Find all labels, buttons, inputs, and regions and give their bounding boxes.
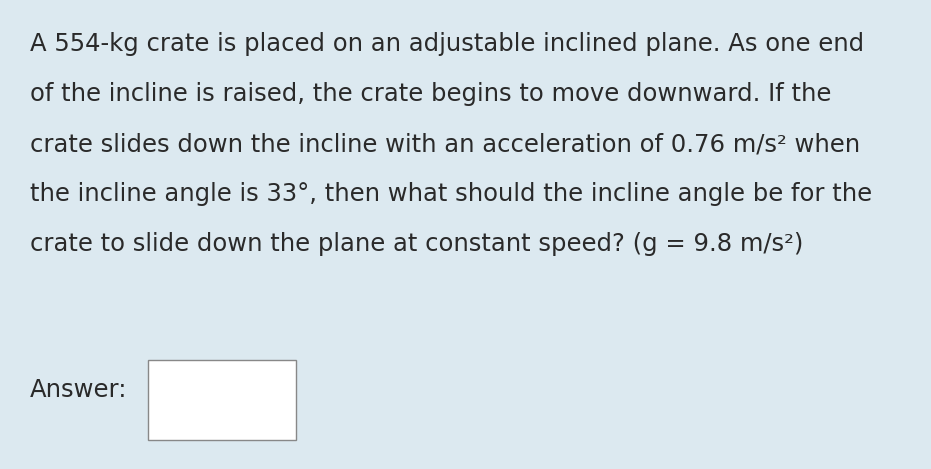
Text: crate slides down the incline with an acceleration of 0.76 m/s² when: crate slides down the incline with an ac…	[30, 132, 860, 156]
Text: Answer:: Answer:	[30, 378, 128, 402]
Bar	[148, 360, 296, 440]
Text: crate to slide down the plane at constant speed? (g = 9.8 m/s²): crate to slide down the plane at constan…	[30, 232, 803, 256]
Text: of the incline is raised, the crate begins to move downward. If the: of the incline is raised, the crate begi…	[30, 82, 831, 106]
Text: A 554-kg crate is placed on an adjustable inclined plane. As one end: A 554-kg crate is placed on an adjustabl…	[30, 32, 864, 56]
Text: the incline angle is 33°, then what should the incline angle be for the: the incline angle is 33°, then what shou…	[30, 182, 872, 206]
